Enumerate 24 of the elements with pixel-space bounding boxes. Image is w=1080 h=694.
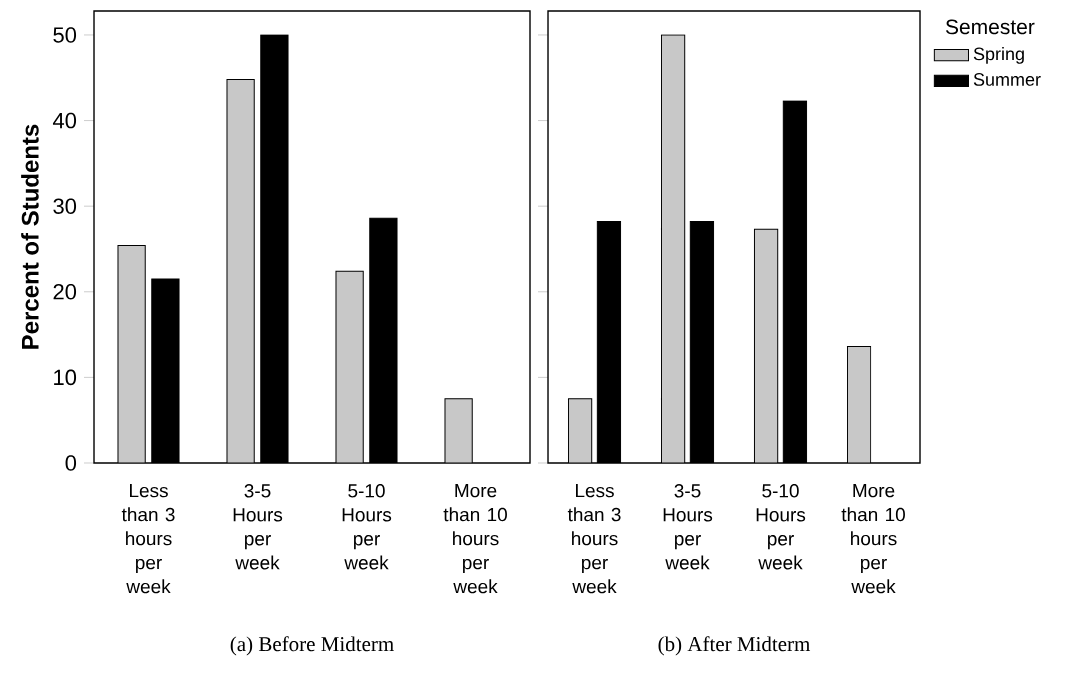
y-tick-label: 50 [53,27,77,43]
y-tick-label: 10 [54,369,77,386]
x-tick-label: 5-10 Hours per week [342,484,392,570]
y-tick-label: 30 [53,198,77,214]
x-tick-label: 3-5 Hours per week [233,484,283,570]
y-axis-title: Percent of Students [21,124,39,349]
x-tick-label: 3-5 Hours per week [663,484,713,570]
bar [660,34,686,463]
bar [753,228,779,463]
x-tick-label: 5-10 Hours per week [756,484,806,570]
y-tick-label: 40 [52,112,77,129]
x-tick-label: More than 10 hours per week [841,484,905,594]
bar [846,346,872,463]
legend-label: Summer [973,73,1041,86]
y-tick-label: 20 [53,284,77,300]
y-tick-label: 0 [65,455,77,471]
x-tick-label: More than 10 hours per week [443,484,507,594]
legend-title: Semester [945,19,1035,35]
text: (b) After Midterm [658,636,811,656]
text: (a) Before Midterm [230,636,394,656]
x-tick-label: Less than 3 hours per week [121,484,175,594]
bar [567,398,593,463]
legend-label: Spring [973,47,1024,64]
x-tick-label: Less than 3 hours per week [567,484,621,594]
